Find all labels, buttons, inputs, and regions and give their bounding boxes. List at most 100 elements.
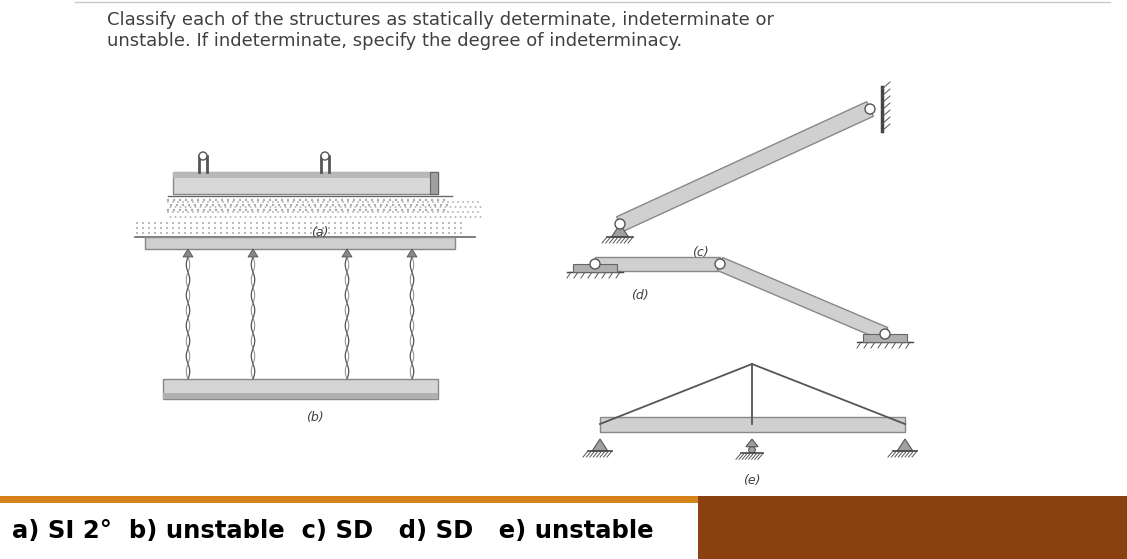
Circle shape: [197, 211, 199, 213]
Circle shape: [293, 199, 295, 201]
Circle shape: [421, 211, 424, 213]
Circle shape: [314, 206, 317, 208]
Circle shape: [208, 199, 211, 201]
Circle shape: [190, 222, 192, 224]
Circle shape: [322, 209, 326, 211]
Circle shape: [184, 222, 186, 224]
Circle shape: [352, 227, 354, 229]
Circle shape: [240, 216, 241, 218]
Circle shape: [436, 232, 438, 234]
Circle shape: [334, 227, 336, 229]
Bar: [174, 172, 438, 194]
Circle shape: [298, 201, 299, 203]
Circle shape: [400, 222, 402, 224]
Circle shape: [449, 222, 450, 224]
Circle shape: [402, 211, 403, 213]
Circle shape: [407, 209, 409, 211]
Polygon shape: [897, 439, 913, 451]
Circle shape: [477, 201, 479, 203]
Circle shape: [462, 211, 464, 213]
Circle shape: [311, 199, 313, 201]
Circle shape: [232, 227, 234, 229]
Circle shape: [316, 232, 318, 234]
Circle shape: [192, 201, 194, 203]
Circle shape: [298, 211, 299, 213]
Circle shape: [352, 201, 354, 203]
Circle shape: [417, 211, 419, 213]
Circle shape: [304, 232, 307, 234]
Circle shape: [214, 206, 216, 208]
Circle shape: [227, 222, 228, 224]
Circle shape: [442, 222, 444, 224]
Circle shape: [383, 199, 385, 201]
Circle shape: [250, 222, 252, 224]
Circle shape: [238, 232, 240, 234]
Circle shape: [227, 199, 229, 201]
Circle shape: [376, 227, 378, 229]
Bar: [431, 172, 438, 194]
Circle shape: [425, 216, 426, 218]
Circle shape: [232, 201, 234, 203]
Circle shape: [267, 211, 269, 213]
Circle shape: [279, 232, 282, 234]
Circle shape: [327, 201, 329, 203]
Circle shape: [442, 232, 444, 234]
Circle shape: [421, 204, 424, 206]
Circle shape: [214, 216, 216, 218]
Circle shape: [148, 227, 150, 229]
Circle shape: [409, 206, 411, 208]
Circle shape: [268, 232, 270, 234]
Text: (a): (a): [311, 226, 329, 239]
Bar: [573, 264, 616, 272]
Circle shape: [234, 216, 237, 218]
Circle shape: [251, 209, 254, 211]
Circle shape: [277, 201, 279, 203]
Circle shape: [392, 211, 394, 213]
Circle shape: [337, 201, 339, 203]
Circle shape: [394, 227, 396, 229]
Circle shape: [220, 206, 222, 208]
Circle shape: [450, 216, 452, 218]
Circle shape: [269, 199, 272, 201]
Circle shape: [317, 211, 319, 213]
Circle shape: [210, 216, 212, 218]
Circle shape: [319, 206, 321, 208]
Circle shape: [358, 227, 360, 229]
Circle shape: [477, 211, 479, 213]
Circle shape: [208, 222, 210, 224]
Circle shape: [419, 209, 421, 211]
Circle shape: [388, 227, 390, 229]
Circle shape: [352, 222, 354, 224]
Circle shape: [232, 222, 234, 224]
Circle shape: [399, 216, 401, 218]
Bar: [174, 172, 438, 178]
Circle shape: [407, 199, 409, 201]
Circle shape: [458, 211, 459, 213]
Circle shape: [440, 216, 442, 218]
Circle shape: [269, 216, 272, 218]
Circle shape: [358, 209, 361, 211]
Circle shape: [281, 199, 283, 201]
Circle shape: [365, 199, 367, 201]
Circle shape: [190, 199, 193, 201]
Circle shape: [402, 201, 403, 203]
Circle shape: [181, 204, 184, 206]
Circle shape: [304, 206, 307, 208]
Circle shape: [185, 206, 186, 208]
Circle shape: [400, 227, 402, 229]
Circle shape: [376, 232, 378, 234]
Circle shape: [447, 211, 449, 213]
Circle shape: [178, 232, 180, 234]
Circle shape: [233, 199, 236, 201]
Circle shape: [436, 227, 438, 229]
Text: Classify each of the structures as statically determinate, indeterminate or: Classify each of the structures as stati…: [107, 11, 774, 29]
Circle shape: [298, 227, 300, 229]
Circle shape: [172, 209, 175, 211]
Circle shape: [142, 227, 144, 229]
Circle shape: [307, 211, 309, 213]
Circle shape: [479, 206, 481, 208]
Circle shape: [394, 232, 396, 234]
Circle shape: [261, 227, 264, 229]
Polygon shape: [183, 249, 193, 257]
Circle shape: [425, 209, 427, 211]
